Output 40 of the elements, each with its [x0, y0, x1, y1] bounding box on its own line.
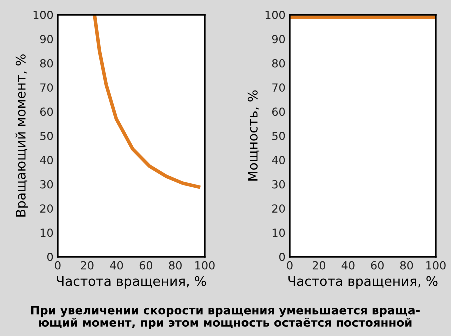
y-tick-label: 90	[40, 35, 54, 44]
y-tick-label: 70	[40, 84, 54, 92]
y-tick-label: 40	[40, 156, 54, 165]
line-series	[93, 15, 202, 190]
y-tick-label: 50	[272, 132, 286, 140]
y-tick-label: 30	[272, 180, 286, 189]
y-tick-label: 70	[272, 84, 286, 92]
y-axis-title: Вращающий момент, %	[16, 54, 28, 217]
y-tick-label: 60	[272, 108, 286, 116]
x-tick-label: 40	[342, 261, 355, 270]
y-tick-label: 10	[272, 228, 286, 238]
x-axis-title: Частота вращения, %	[57, 276, 206, 289]
y-tick-label: 20	[272, 204, 286, 213]
y-tick-label: 100	[34, 10, 54, 20]
x-tick-label: 60	[371, 261, 384, 270]
x-tick-label: 100	[426, 261, 446, 270]
y-tick-label: 10	[40, 228, 54, 238]
y-tick-label: 80	[40, 59, 54, 68]
text: При увеличении скорости вращения уменьшается враща- ющий момент, при этом мощность остаётся постоянной	[32, 306, 420, 330]
x-tick-label: 0	[287, 261, 293, 270]
y-tick-label: 100	[266, 10, 286, 20]
y-tick-label: 0	[279, 252, 286, 262]
y-tick-label: 90	[272, 35, 286, 44]
y-tick-label: 60	[40, 108, 54, 116]
x-tick-label: 0	[55, 261, 61, 270]
y-tick-label: 0	[47, 252, 54, 262]
y-tick-label: 40	[272, 156, 286, 165]
y-tick-label: 20	[40, 204, 54, 213]
y-tick-label: 30	[40, 180, 54, 189]
x-tick-label: 60	[140, 261, 153, 270]
y-tick-label: 50	[40, 132, 54, 140]
x-tick-label: 100	[196, 261, 215, 270]
x-tick-label: 20	[81, 261, 94, 270]
x-tick-label: 40	[110, 261, 124, 270]
x-tick-label: 20	[312, 261, 326, 270]
y-tick-label: 80	[272, 59, 286, 68]
x-tick-label: 80	[169, 261, 182, 270]
y-axis-title: Мощность, %	[248, 90, 260, 181]
x-tick-label: 80	[400, 261, 414, 270]
x-axis-title: Частота вращения, %	[288, 276, 438, 289]
